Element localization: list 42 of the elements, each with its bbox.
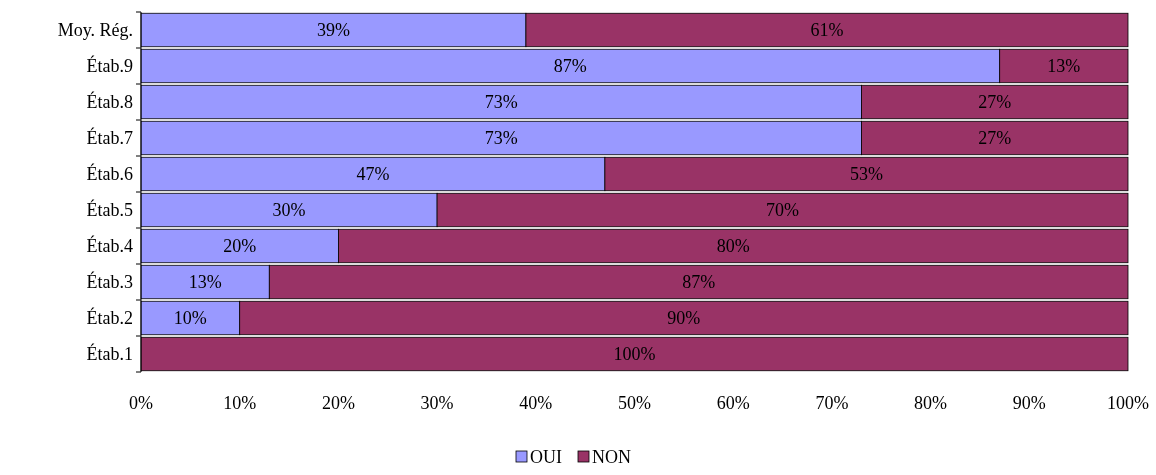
- y-tick-label: Étab.7: [86, 127, 133, 149]
- y-tick-label: Étab.3: [86, 271, 133, 293]
- data-label: 73%: [484, 92, 518, 113]
- x-tick-label: 0%: [129, 393, 153, 413]
- data-label: 47%: [356, 164, 390, 185]
- y-tick-label: Étab.1: [86, 343, 133, 365]
- x-tick-label: 50%: [618, 393, 651, 413]
- x-tick-label: 80%: [914, 393, 948, 413]
- y-tick-label: Moy. Rég.: [57, 20, 133, 41]
- data-label: 87%: [553, 56, 587, 77]
- x-tick-label: 60%: [716, 393, 750, 413]
- data-label: 100%: [613, 344, 656, 365]
- legend-label: NON: [592, 447, 631, 467]
- data-label: 13%: [188, 272, 222, 293]
- data-label: 10%: [173, 308, 207, 329]
- data-label: 73%: [484, 128, 518, 149]
- data-label: 61%: [810, 20, 844, 41]
- data-label: 20%: [223, 236, 257, 257]
- x-tick-label: 10%: [223, 393, 257, 413]
- data-label: 39%: [316, 20, 350, 41]
- y-tick-label: Étab.6: [86, 163, 133, 185]
- data-label: 13%: [1047, 56, 1081, 77]
- data-label: 27%: [978, 128, 1012, 149]
- legend-label: OUI: [530, 447, 562, 467]
- data-label: 70%: [766, 200, 800, 221]
- y-tick-label: Étab.4: [86, 235, 133, 257]
- y-tick-label: Étab.8: [86, 91, 133, 113]
- x-tick-label: 20%: [321, 393, 355, 413]
- data-label: 80%: [716, 236, 750, 257]
- x-tick-label: 100%: [1107, 393, 1149, 413]
- data-label: 27%: [978, 92, 1012, 113]
- x-tick-label: 90%: [1012, 393, 1046, 413]
- x-tick-label: 30%: [420, 393, 454, 413]
- y-tick-label: Étab.9: [86, 55, 133, 77]
- x-tick-label: 70%: [815, 393, 849, 413]
- data-label: 87%: [682, 272, 716, 293]
- data-label: 30%: [272, 200, 306, 221]
- x-tick-label: 40%: [519, 393, 553, 413]
- data-label: 90%: [667, 308, 701, 329]
- y-tick-label: Étab.5: [86, 199, 133, 221]
- data-label: 53%: [849, 164, 883, 185]
- y-tick-label: Étab.2: [86, 307, 133, 329]
